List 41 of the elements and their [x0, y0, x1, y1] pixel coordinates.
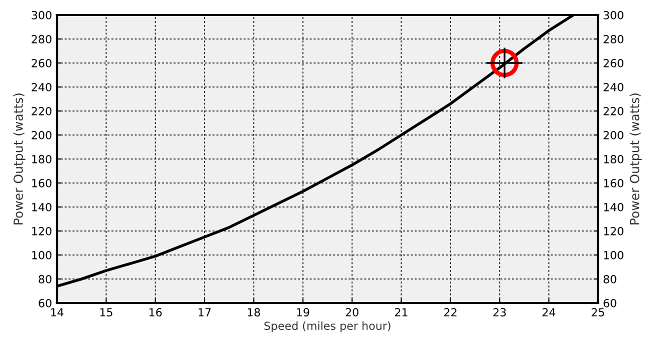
x-tick-label: 18	[248, 308, 260, 316]
y2-tick-label: 220	[604, 106, 624, 116]
x-axis-title: Speed (miles per hour)	[264, 321, 390, 332]
y2-tick-label: 200	[604, 130, 624, 140]
y2-tick-label: 300	[604, 10, 624, 20]
y-tick-label: 300	[32, 10, 52, 20]
y-tick-label: 120	[32, 226, 52, 236]
x-tick-label: 21	[395, 308, 408, 316]
y-tick-label: 200	[32, 130, 52, 140]
x-tick-label: 20	[346, 308, 358, 316]
x-tick-label: 22	[444, 308, 456, 316]
y-tick-label: 220	[32, 106, 52, 116]
y-tick-label: 100	[32, 250, 52, 260]
y-tick-label: 260	[32, 58, 52, 68]
y-axis-title: Power Output (watts)	[13, 94, 26, 224]
y2-tick-label: 260	[604, 58, 624, 68]
x-tick-label: 14	[51, 308, 64, 316]
y2-axis-title: Power Output (watts)	[630, 94, 642, 224]
y-tick-label: 140	[32, 202, 52, 212]
x-tick-label: 16	[150, 308, 162, 316]
y-tick-label: 240	[32, 82, 52, 92]
y2-tick-label: 180	[604, 154, 624, 164]
y-tick-label: 160	[32, 178, 52, 188]
x-tick-label: 23	[493, 308, 506, 316]
y2-tick-label: 120	[604, 226, 624, 236]
y2-tick-label: 80	[604, 274, 616, 284]
x-tick-label: 19	[297, 308, 310, 316]
y2-tick-label: 60	[604, 298, 616, 308]
y2-tick-label: 100	[604, 250, 624, 260]
x-tick-label: 15	[100, 308, 112, 316]
x-tick-label: 24	[542, 308, 556, 316]
x-tick-label: 25	[592, 308, 604, 316]
y-tick-label: 80	[38, 274, 52, 284]
y-tick-label: 60	[38, 298, 52, 308]
y2-tick-label: 280	[604, 34, 624, 44]
y2-tick-label: 160	[604, 178, 624, 188]
y2-tick-label: 240	[604, 82, 624, 92]
y-tick-label: 180	[32, 154, 52, 164]
x-tick-label: 17	[198, 308, 211, 316]
y2-tick-label: 140	[604, 202, 624, 212]
y-tick-label: 280	[32, 34, 52, 44]
